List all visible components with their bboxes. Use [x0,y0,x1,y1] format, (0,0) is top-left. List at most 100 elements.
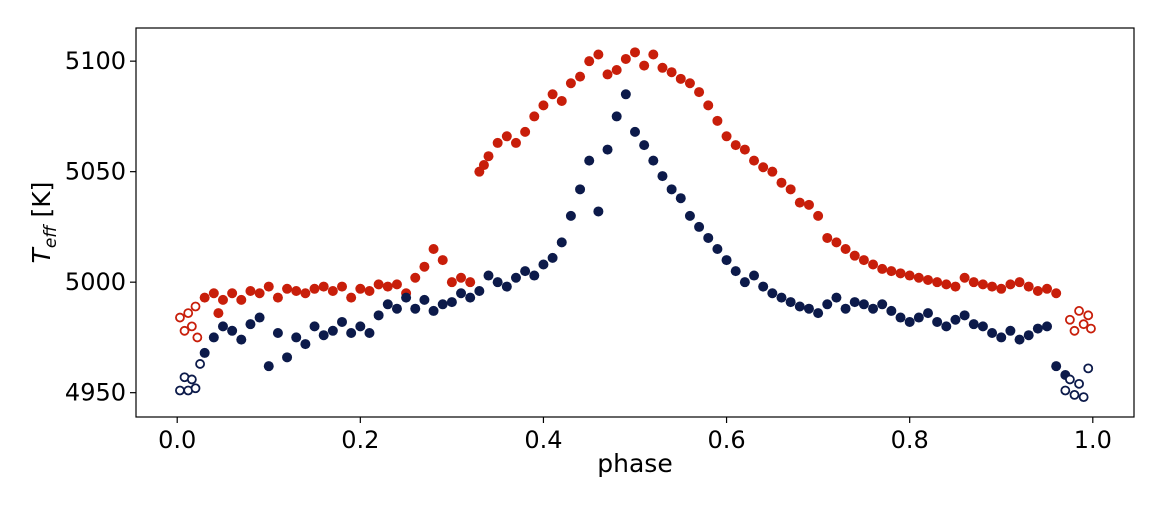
data-point-series-1 [767,166,778,177]
data-point-series-2 [337,316,348,327]
data-point-series-1 [437,255,448,266]
data-point-series-2 [217,321,228,332]
open-data-point-series-2 [1065,374,1075,385]
x-axis-title: phase [597,449,672,478]
data-point-series-1 [254,288,265,299]
data-point-series-2 [245,319,256,330]
x-tick-label: 0.6 [707,426,745,454]
data-point-series-1 [712,115,723,126]
data-point-series-2 [721,255,732,266]
data-point-series-2 [987,328,998,339]
data-point-series-2 [575,184,586,195]
data-point-series-2 [446,297,457,308]
data-point-series-1 [419,261,430,272]
open-data-point-series-2 [1060,385,1071,396]
data-point-series-2 [410,303,421,314]
data-point-series-1 [428,244,439,255]
data-point-series-2 [648,155,659,166]
data-point-series-2 [538,259,549,270]
data-point-series-1 [950,281,961,292]
data-point-series-1 [291,286,302,297]
open-data-point-series-1 [186,321,197,332]
data-point-series-1 [327,286,338,297]
data-point-series-2 [959,310,970,321]
data-point-series-1 [813,210,824,221]
data-point-series-1 [602,69,613,80]
y-axis-title-subscript: eff [41,224,61,248]
data-point-series-1 [611,64,622,75]
y-tick-label: 5000 [65,268,126,296]
open-data-point-series-1 [183,308,194,319]
data-point-series-1 [941,279,952,290]
data-point-series-1 [208,288,219,299]
open-data-point-series-2 [1078,392,1089,403]
data-point-series-1 [199,292,210,303]
data-point-series-2 [291,332,302,343]
data-point-series-1 [1032,286,1043,297]
open-data-point-series-2 [190,383,201,394]
data-point-series-2 [401,292,412,303]
data-point-series-1 [520,126,531,137]
data-point-series-2 [950,314,961,325]
data-point-series-2 [483,270,494,281]
data-point-series-1 [776,177,787,188]
data-point-series-1 [630,47,640,58]
data-point-series-1 [1042,283,1053,294]
data-point-series-2 [730,266,741,277]
open-data-point-series-1 [1069,325,1080,336]
data-point-series-1 [492,137,503,148]
data-point-series-1 [213,308,224,319]
data-point-series-1 [987,281,998,292]
data-point-series-1 [895,268,906,279]
data-point-series-2 [437,299,448,310]
data-point-series-1 [886,266,897,277]
data-point-series-2 [547,252,558,263]
data-point-series-2 [474,286,485,297]
data-point-series-2 [327,325,338,336]
data-point-series-2 [895,312,906,323]
open-data-point-series-1 [1083,310,1094,321]
data-point-series-2 [1023,330,1034,341]
data-point-series-2 [309,321,320,332]
open-data-point-series-1 [1065,314,1075,325]
open-data-point-series-1 [175,312,185,323]
open-data-point-series-1 [192,332,203,343]
data-point-series-2 [803,303,814,314]
data-point-series-1 [840,244,851,255]
data-point-series-2 [428,305,439,316]
y-axis-title-main: T [27,246,56,263]
data-point-series-1 [263,281,274,292]
data-point-series-2 [703,232,714,243]
data-point-series-2 [272,328,283,339]
data-point-series-2 [767,288,778,299]
data-point-series-1 [456,272,467,283]
open-data-point-series-2 [186,374,197,385]
x-tick-label: 0.8 [891,426,929,454]
data-point-series-2 [675,193,686,204]
data-point-series-1 [556,95,567,106]
data-point-series-2 [419,294,430,305]
data-point-series-2 [208,332,219,343]
data-point-series-1 [501,131,512,142]
data-point-series-2 [1051,361,1062,372]
data-point-series-1 [1023,281,1034,292]
data-point-series-2 [868,303,879,314]
data-point-series-1 [877,263,888,274]
data-point-series-1 [739,144,750,155]
data-point-series-1 [547,89,558,100]
data-point-series-1 [355,283,366,294]
data-point-series-1 [785,184,796,195]
data-point-series-1 [749,155,760,166]
data-point-series-2 [1005,325,1016,336]
data-point-series-1 [227,288,238,299]
data-point-series-2 [355,321,366,332]
data-point-series-1 [478,160,489,171]
data-point-series-2 [465,292,476,303]
data-point-series-2 [382,299,393,310]
data-point-series-2 [492,277,503,288]
open-data-point-series-2 [1083,363,1094,374]
x-tick-label: 0.2 [341,426,379,454]
data-point-series-1 [538,100,549,111]
data-point-series-1 [245,286,256,297]
